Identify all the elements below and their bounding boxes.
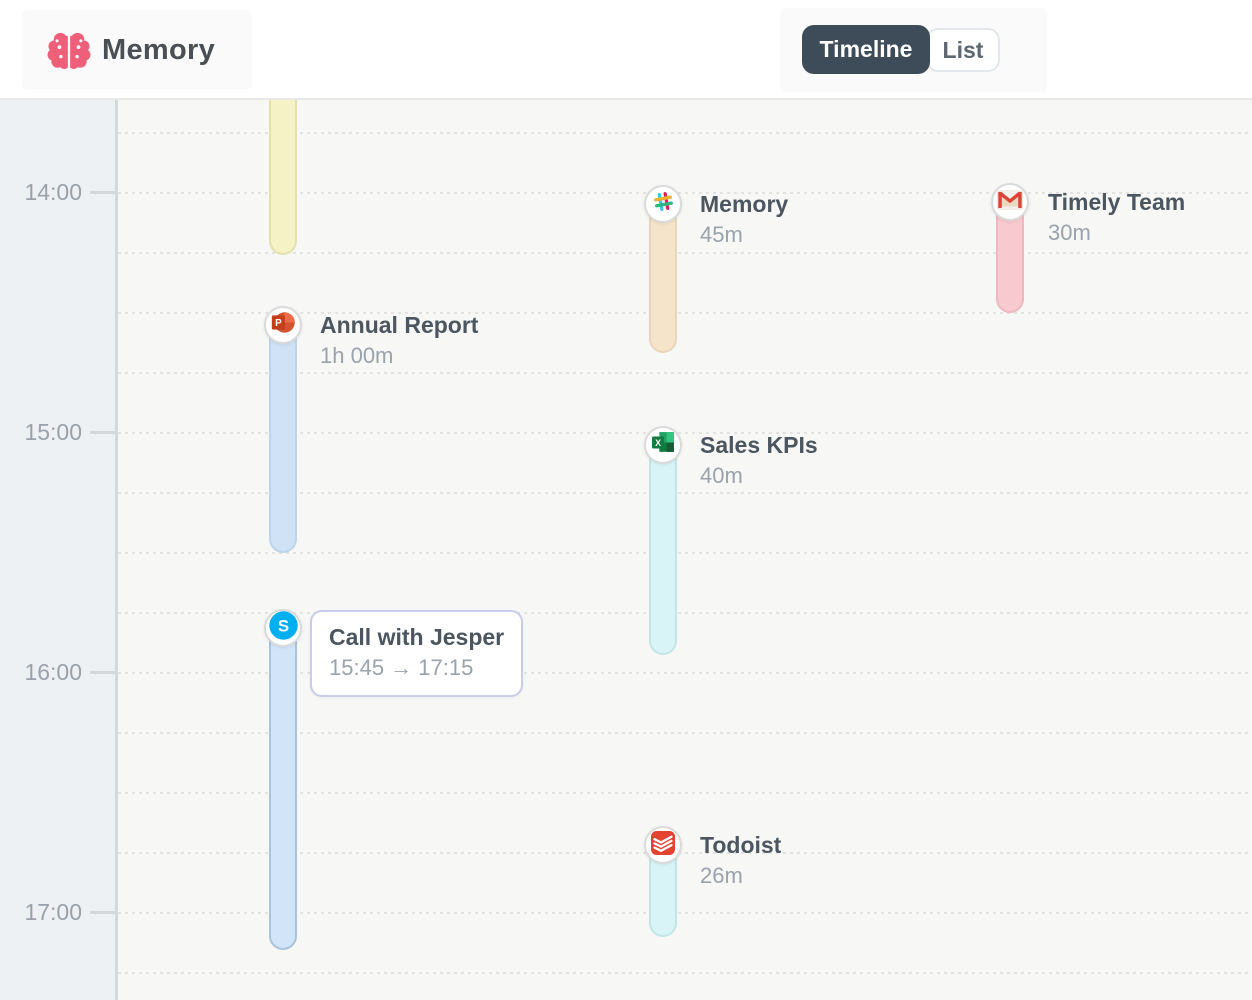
entry-title: Todoist — [700, 832, 782, 858]
skype-icon: S — [268, 610, 299, 646]
grid-line — [118, 132, 1252, 134]
entry-icon-badge[interactable]: X — [644, 426, 682, 464]
grid-line — [118, 192, 1252, 194]
app-header: Memory Timeline List — [0, 0, 1252, 100]
entry-title: Memory — [700, 191, 789, 217]
entry-title: Timely Team — [1048, 189, 1186, 215]
grid-line — [118, 432, 1252, 434]
event-tooltip: Call with Jesper 15:45 → 17:15 — [310, 610, 524, 697]
hour-tick — [90, 671, 116, 674]
svg-text:P: P — [275, 318, 282, 329]
svg-text:X: X — [655, 438, 661, 448]
timeline-entry-untitled[interactable] — [269, 100, 297, 255]
entry-duration: 30m — [1048, 220, 1091, 245]
svg-text:S: S — [277, 616, 288, 635]
powerpoint-icon: P — [271, 310, 296, 340]
timeline-entry-annual-report[interactable] — [269, 310, 297, 553]
hour-tick — [90, 911, 116, 914]
grid-line — [118, 672, 1252, 674]
hour-label: 16:00 — [24, 659, 82, 685]
grid-line — [118, 552, 1252, 554]
slack-icon — [652, 190, 675, 218]
grid-line — [118, 912, 1252, 914]
entry-duration: 40m — [700, 463, 743, 488]
excel-icon: X — [651, 430, 676, 460]
entry-title: Sales KPIs — [700, 432, 818, 458]
app-logo[interactable]: Memory — [22, 10, 252, 90]
grid-line — [118, 492, 1252, 494]
grid-line — [118, 612, 1252, 614]
tooltip-time-range: 15:45 → 17:15 — [329, 655, 474, 680]
entry-icon-badge[interactable]: S — [264, 609, 302, 647]
entry-duration: 1h 00m — [320, 343, 394, 368]
tooltip-title: Call with Jesper — [329, 624, 505, 650]
time-gutter — [0, 100, 115, 1000]
entry-icon-badge[interactable] — [644, 185, 682, 223]
hour-tick — [90, 431, 116, 434]
brain-icon — [47, 29, 91, 71]
hour-label: 17:00 — [24, 899, 82, 925]
view-toggle: Timeline List — [780, 8, 1047, 92]
tab-list[interactable]: List — [926, 28, 1000, 72]
timeline-entry-call-with-jesper[interactable] — [269, 613, 297, 950]
grid-line — [118, 312, 1252, 314]
grid-line — [118, 252, 1252, 254]
gmail-icon — [997, 189, 1023, 215]
gutter-divider — [115, 100, 118, 1000]
hour-label: 14:00 — [24, 179, 82, 205]
grid-line — [118, 792, 1252, 794]
todoist-icon — [651, 830, 675, 860]
entry-duration: 26m — [700, 863, 743, 888]
grid-line — [118, 972, 1252, 974]
grid-line — [118, 372, 1252, 374]
entry-icon-badge[interactable] — [644, 826, 682, 864]
grid-line — [118, 852, 1252, 854]
entry-duration: 45m — [700, 222, 743, 247]
entry-title: Annual Report — [320, 312, 479, 338]
timeline-entry-sales-kpis[interactable] — [649, 430, 677, 655]
hour-tick — [90, 191, 116, 194]
grid-line — [118, 732, 1252, 734]
entry-icon-badge[interactable] — [991, 183, 1029, 221]
app-title: Memory — [102, 33, 215, 66]
entry-icon-badge[interactable]: P — [264, 306, 302, 344]
hour-label: 15:00 — [24, 419, 82, 445]
tab-timeline[interactable]: Timeline — [802, 25, 930, 74]
